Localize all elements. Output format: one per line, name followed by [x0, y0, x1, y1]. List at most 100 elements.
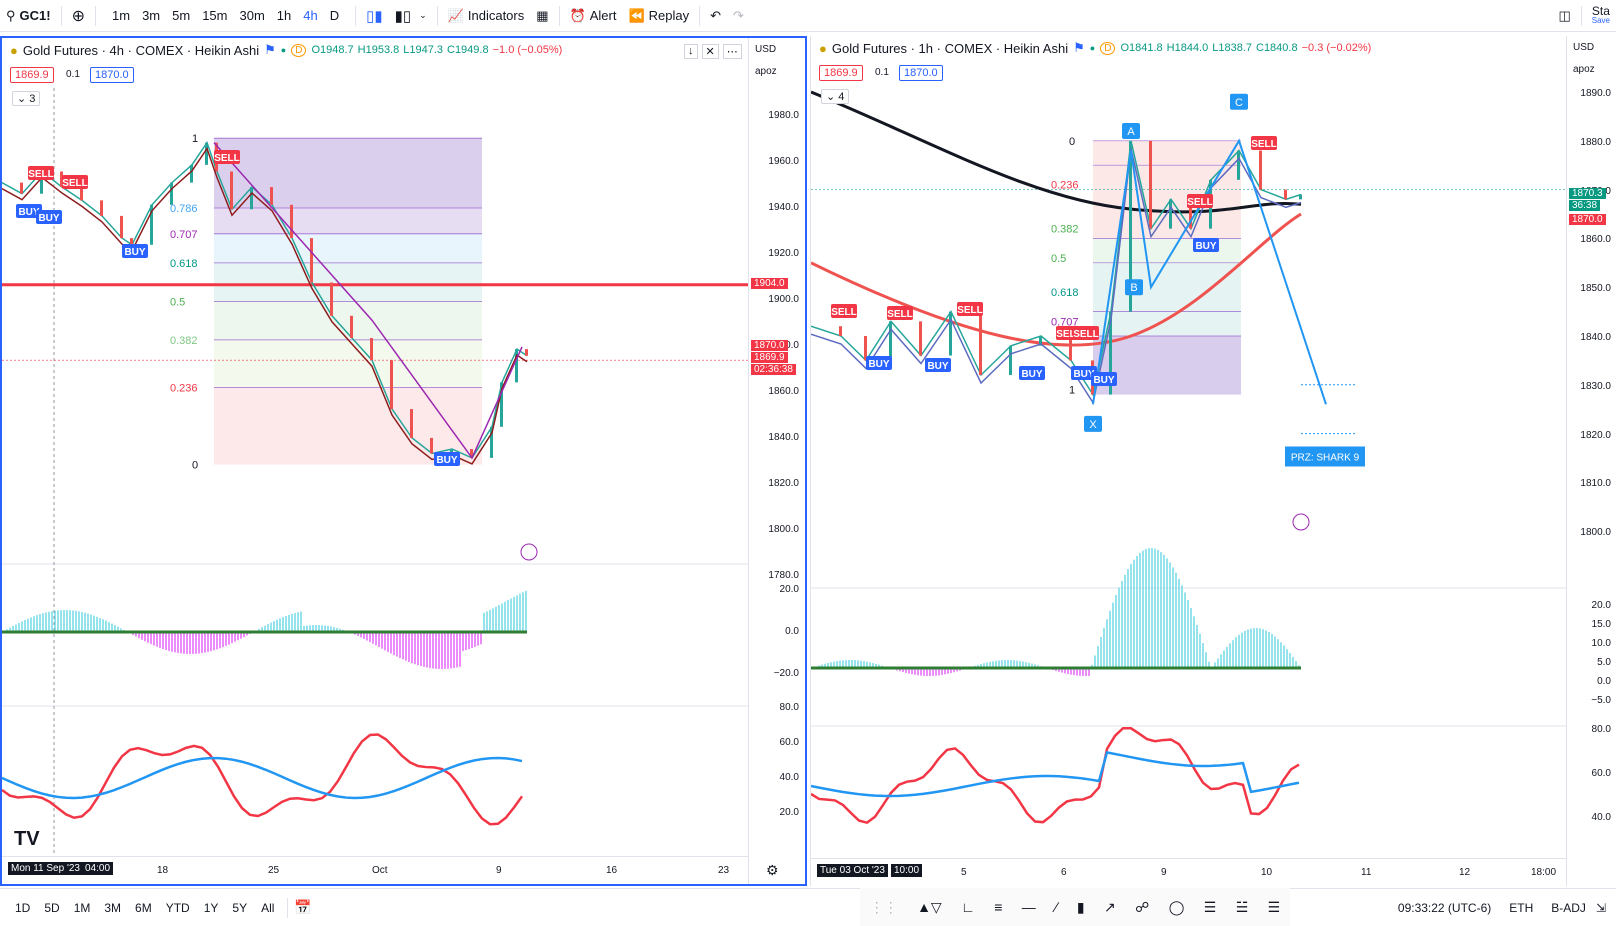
ask-price[interactable]: 1870.0	[90, 67, 134, 83]
point-label: C	[1235, 97, 1243, 109]
bars-icon: ▮▯	[394, 7, 412, 25]
candle-tool-icon[interactable]: ▮	[1076, 898, 1085, 915]
bar-style-button[interactable]: ▮▯ ⌄	[389, 0, 433, 32]
bottom-toolbar: 1D 5D 1M 3M 6M YTD 1Y 5Y All 📅 09:33:22 (UTC-6) …	[0, 888, 1616, 926]
osc-tick: 5.0	[1597, 657, 1611, 668]
range-All[interactable]: All	[261, 900, 275, 915]
signal-bg	[16, 204, 42, 218]
chevron-icon: ⌄	[826, 91, 839, 103]
alert-button[interactable]: ⏰ Alert	[564, 0, 623, 32]
timeframe-D[interactable]: D	[329, 8, 340, 23]
templates-button[interactable]: ▦	[530, 0, 554, 32]
chart-pane-right[interactable]: 0 0.236 0.382 0.5 0.618 0.707 1 X A B C PRZ: SHARK …	[810, 36, 1616, 886]
timeframe-15m[interactable]: 15m	[202, 8, 228, 23]
short-position-icon[interactable]: ☱	[1235, 898, 1249, 915]
price-tick: 1800.0	[768, 524, 799, 535]
range-1D[interactable]: 1D	[15, 900, 31, 915]
pane-controls: ↓ ✕ ⋯	[684, 44, 742, 59]
range-6M[interactable]: 6M	[135, 900, 152, 915]
indicators-button[interactable]: 📈 Indicators	[442, 0, 531, 32]
bid-price[interactable]: 1869.9	[819, 65, 863, 81]
scale-mode[interactable]: apoz	[1573, 64, 1595, 75]
delay-badge: D	[1100, 41, 1116, 55]
redo-button[interactable]: ↷	[727, 0, 750, 32]
spread-value: 0.1	[66, 69, 80, 80]
timeframe-4h[interactable]: 4h	[303, 8, 318, 23]
delay-badge: D	[291, 43, 307, 57]
currency-label[interactable]: USD	[1573, 42, 1595, 53]
fib-retracement-icon[interactable]: ≡	[994, 899, 1003, 915]
clock-time[interactable]: 09:33:22 (UTC-6)	[1397, 900, 1492, 915]
measure-icon[interactable]: ◯	[1168, 898, 1185, 915]
chart-pane-left[interactable]: 1 0.786 0.707 0.618 0.5 0.382 0.236 0 SELL SELL SE…	[0, 36, 807, 886]
symbol-search[interactable]: ⚲ GC1!	[0, 0, 57, 32]
close-icon[interactable]: ✕	[701, 44, 719, 59]
chart-canvas-left[interactable]: 1 0.786 0.707 0.618 0.5 0.382 0.236 0 SELL SELL SE…	[2, 38, 805, 884]
adjustment-toggle[interactable]: B-ADJ	[1551, 900, 1586, 915]
chart-type-button[interactable]: ▯▮	[360, 0, 389, 32]
range-1Y[interactable]: 1Y	[203, 900, 219, 915]
fib-label: 0.618	[170, 258, 198, 270]
range-5Y[interactable]: 5Y	[232, 900, 248, 915]
price-axis[interactable]: USD apoz 1980.0 1960.0 1940.0 1920.0 1900.0 1…	[748, 38, 805, 884]
layout-button[interactable]: ◫	[1552, 0, 1576, 32]
range-3M[interactable]: 3M	[104, 900, 122, 915]
ask-price[interactable]: 1870.0	[899, 65, 943, 81]
arrow-down-icon[interactable]: ↓	[684, 44, 698, 59]
range-YTD[interactable]: YTD	[165, 900, 190, 915]
timeframe-30m[interactable]: 30m	[239, 8, 265, 23]
currency-label[interactable]: USD	[755, 44, 777, 55]
candle	[250, 187, 253, 210]
range-5D[interactable]: 5D	[44, 900, 60, 915]
compare-button[interactable]: ⊕	[66, 0, 91, 32]
replay-button[interactable]: ⏪ Replay	[622, 0, 695, 32]
bid-price[interactable]: 1869.9	[10, 67, 54, 83]
divider	[436, 5, 438, 26]
timeframe-3m[interactable]: 3m	[142, 8, 161, 23]
time-axis[interactable]: Mon 11 Sep '23 04:00 18 25 Oct 9 16 23	[2, 856, 748, 884]
time-tick: 9	[1161, 867, 1167, 878]
maximize-icon[interactable]: ⇲	[1595, 900, 1606, 915]
candle	[330, 282, 333, 316]
price-badge: 1870.3	[1569, 188, 1606, 199]
timeframe-5m[interactable]: 5m	[172, 8, 191, 23]
fib-label: 0.236	[1051, 180, 1079, 192]
candle	[310, 238, 313, 283]
save-button[interactable]: Sta Save	[1586, 0, 1616, 32]
candle	[170, 182, 173, 205]
undo-button[interactable]: ↶	[704, 0, 727, 32]
drag-handle-icon[interactable]: ⋮⋮	[869, 898, 898, 915]
candle	[1039, 336, 1042, 346]
pattern-xabcd-icon[interactable]: ▲▽	[917, 898, 942, 915]
more-icon[interactable]: ⋯	[722, 44, 742, 59]
symbol-label: GC1!	[19, 8, 51, 23]
settings-gear-icon[interactable]: ⚙	[766, 862, 779, 878]
goto-date-icon[interactable]: 📅	[294, 899, 312, 915]
session-toggle[interactable]: ETH	[1509, 900, 1534, 915]
indicators-collapse-toggle[interactable]: ⌄ 4	[821, 89, 850, 104]
time-axis[interactable]: Tue 03 Oct '23 10:00 5 6 9 10 11 12 18:00	[811, 858, 1566, 886]
price-tick: 1810.0	[1580, 478, 1611, 490]
text-tool-icon[interactable]: ☰	[1267, 898, 1281, 915]
range-1M[interactable]: 1M	[73, 900, 91, 915]
candle	[120, 215, 123, 239]
ray-icon[interactable]: ↗	[1104, 898, 1116, 915]
scale-mode[interactable]: apoz	[755, 66, 777, 77]
horizontal-line-icon[interactable]: —	[1021, 899, 1036, 915]
candle	[490, 426, 493, 458]
pattern-abcd-icon[interactable]: ∟	[961, 899, 975, 915]
price-badge: 02:36:38	[751, 364, 796, 375]
point-bg	[1230, 93, 1248, 110]
long-position-icon[interactable]: ☰	[1203, 898, 1217, 915]
candle	[350, 315, 353, 338]
signal-label: BUY	[1195, 241, 1216, 252]
signal-bg	[866, 356, 892, 370]
chart-canvas-right[interactable]: 0 0.236 0.382 0.5 0.618 0.707 1 X A B C PRZ: SHARK …	[811, 36, 1616, 886]
price-axis[interactable]: USD apoz 1890.0 1880.0 1870.0 1860.0 1850.0 1…	[1566, 36, 1616, 886]
timeframe-1h[interactable]: 1h	[276, 8, 292, 23]
trend-line-icon[interactable]: ∕	[1055, 899, 1058, 915]
timeframe-1m[interactable]: 1m	[112, 8, 131, 23]
node-icon[interactable]: ☍	[1135, 898, 1150, 915]
divider	[95, 5, 96, 26]
indicators-collapse-toggle[interactable]: ⌄ 3	[12, 91, 41, 106]
